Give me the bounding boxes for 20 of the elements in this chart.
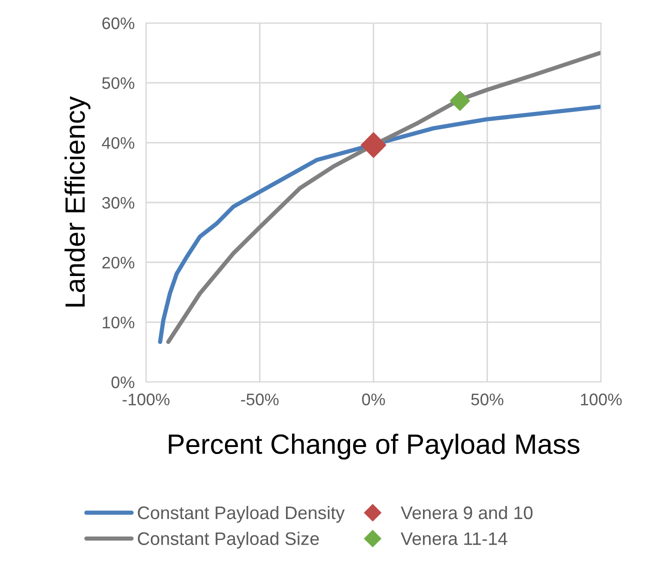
y-tick-label: 0% <box>111 376 134 388</box>
y-tick-label: 40% <box>102 137 134 149</box>
line-series <box>158 104 601 344</box>
y-tick-label: 20% <box>102 256 134 269</box>
legend-label: Venera 11-14 <box>400 532 508 546</box>
legend-label: Venera 9 and 10 <box>400 506 532 520</box>
legend-label: Constant Payload Density <box>138 506 345 523</box>
x-tick-label: -100% <box>122 394 170 406</box>
x-tick-label: 50% <box>471 394 504 406</box>
x-axis-title: Percent Change of Payload Mass <box>168 434 580 460</box>
y-axis-title: Lander Efficiency <box>64 96 90 307</box>
y-tick-label: 60% <box>102 17 134 30</box>
line-series <box>166 50 601 344</box>
x-tick-label: 0% <box>362 394 385 406</box>
y-tick-label: 50% <box>102 77 134 90</box>
legend-label: Constant Payload Size <box>138 532 319 549</box>
y-tick-label: 10% <box>102 316 134 328</box>
y-tick-label: 30% <box>102 196 134 209</box>
x-tick-label: -50% <box>241 394 279 406</box>
x-tick-label: 100% <box>580 394 622 406</box>
